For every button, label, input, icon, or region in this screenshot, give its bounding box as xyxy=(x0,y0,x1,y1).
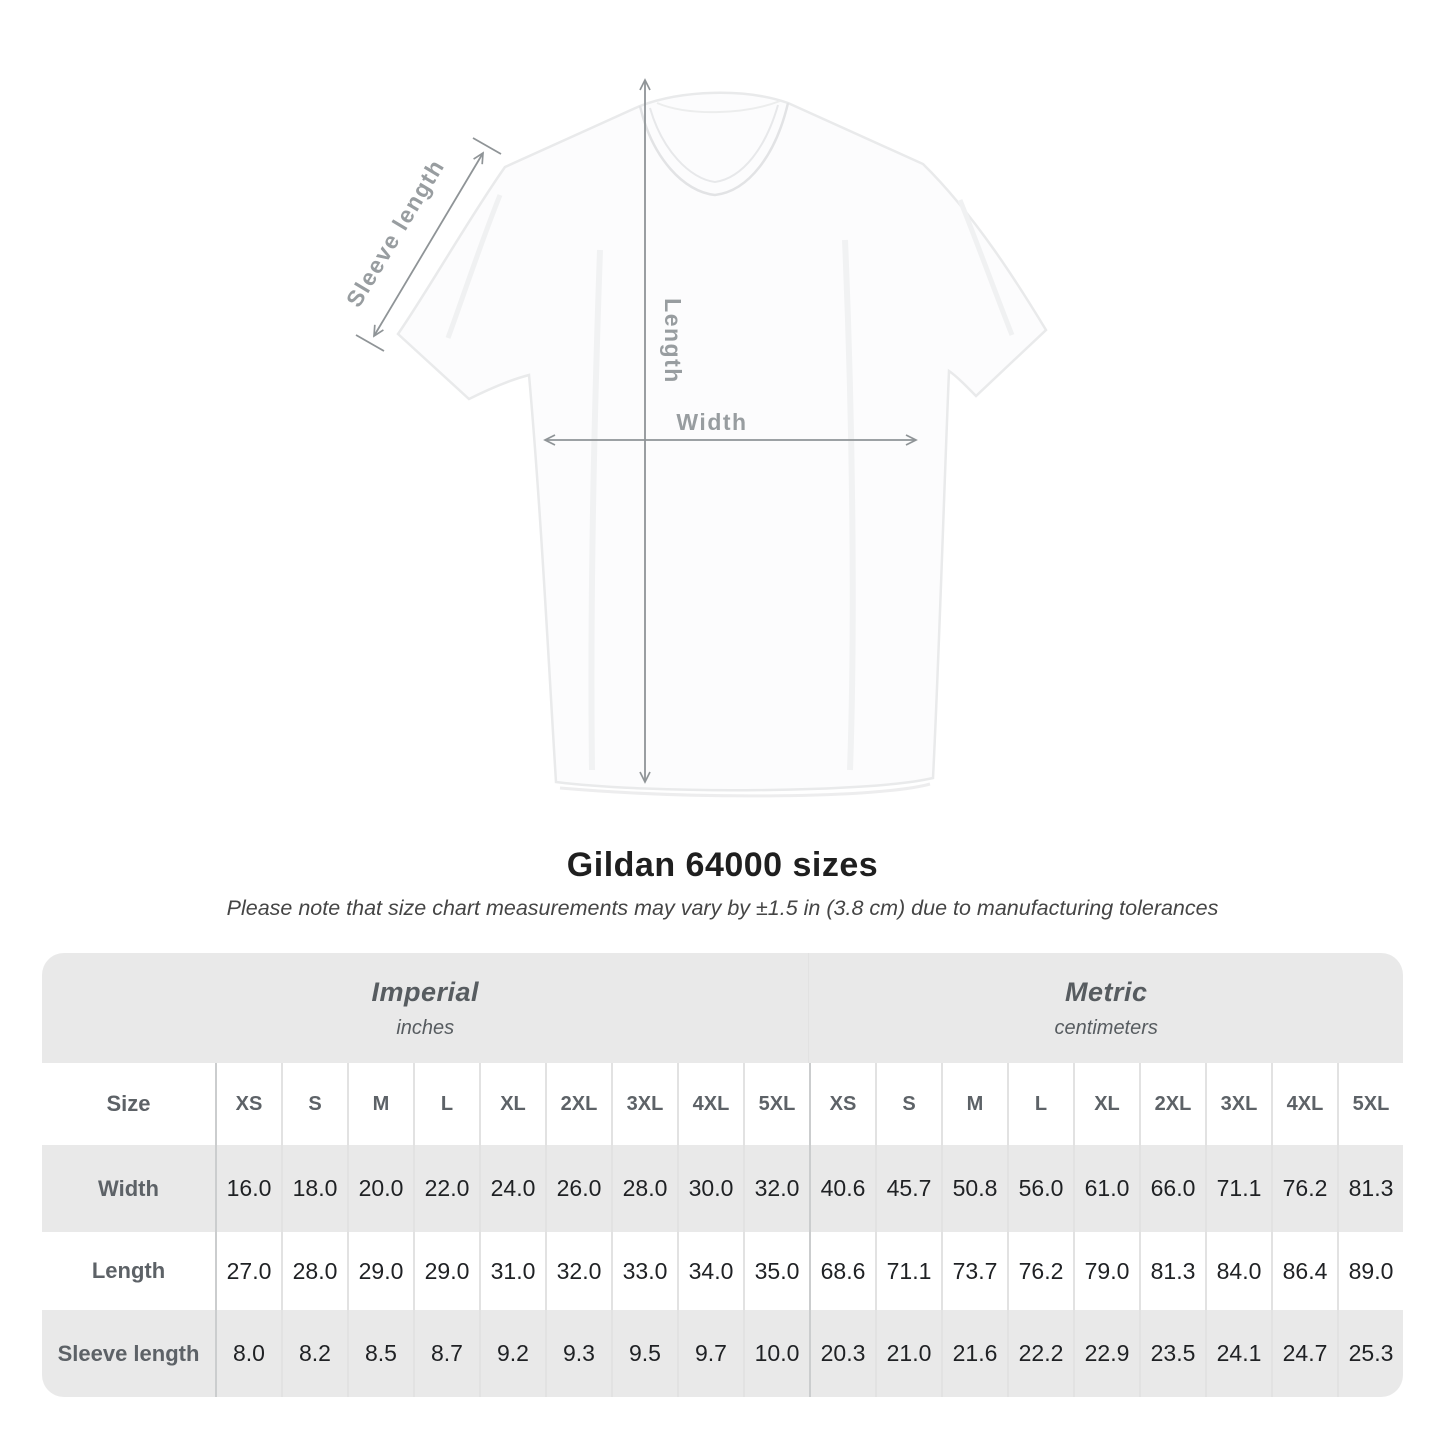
value-cell: 27.0 xyxy=(215,1232,281,1310)
length-label: Length xyxy=(660,298,686,384)
page-title: Gildan 64000 sizes xyxy=(566,846,879,884)
size-header-metric-3xl: 3XL xyxy=(1205,1063,1271,1145)
size-header-imperial-2xl: 2XL xyxy=(545,1063,611,1145)
size-header-metric-m: M xyxy=(941,1063,1007,1145)
row-label-width: Width xyxy=(42,1145,215,1232)
size-chart-table: Imperial inches Metric centimeters Size X… xyxy=(42,953,1403,1397)
value-cell: 56.0 xyxy=(1007,1145,1073,1232)
value-cell: 76.2 xyxy=(1007,1232,1073,1310)
value-cell: 8.7 xyxy=(413,1310,479,1397)
value-cell: 30.0 xyxy=(677,1145,743,1232)
metric-title: Metric xyxy=(1064,976,1148,1007)
value-cell: 71.1 xyxy=(1205,1145,1271,1232)
value-cell: 22.2 xyxy=(1007,1310,1073,1397)
value-cell: 28.0 xyxy=(611,1145,677,1232)
size-header-imperial-xs: XS xyxy=(215,1063,281,1145)
value-cell: 10.0 xyxy=(743,1310,809,1397)
value-cell: 31.0 xyxy=(479,1232,545,1310)
value-cell: 40.6 xyxy=(809,1145,875,1232)
size-header-imperial-5xl: 5XL xyxy=(743,1063,809,1145)
value-cell: 86.4 xyxy=(1271,1232,1337,1310)
value-cell: 68.6 xyxy=(809,1232,875,1310)
value-cell: 21.6 xyxy=(941,1310,1007,1397)
value-cell: 79.0 xyxy=(1073,1232,1139,1310)
value-cell: 71.1 xyxy=(875,1232,941,1310)
value-cell: 81.3 xyxy=(1337,1145,1403,1232)
size-header-metric-2xl: 2XL xyxy=(1139,1063,1205,1145)
sleeve-length-arrow xyxy=(373,151,484,338)
value-cell: 8.2 xyxy=(281,1310,347,1397)
imperial-title: Imperial xyxy=(371,976,479,1007)
size-column-header: Size xyxy=(42,1063,215,1145)
value-cell: 73.7 xyxy=(941,1232,1007,1310)
size-header-metric-l: L xyxy=(1007,1063,1073,1145)
value-cell: 81.3 xyxy=(1139,1232,1205,1310)
size-header-metric-xs: XS xyxy=(809,1063,875,1145)
size-header-metric-xl: XL xyxy=(1073,1063,1139,1145)
sleeve-length-tick-bottom xyxy=(355,334,385,352)
size-header-metric-5xl: 5XL xyxy=(1337,1063,1403,1145)
length-dimension: Length xyxy=(639,78,686,784)
value-cell: 26.0 xyxy=(545,1145,611,1232)
value-cell: 32.0 xyxy=(545,1232,611,1310)
imperial-unit: inches xyxy=(396,1016,455,1039)
value-cell: 24.0 xyxy=(479,1145,545,1232)
value-cell: 84.0 xyxy=(1205,1232,1271,1310)
value-cell: 22.9 xyxy=(1073,1310,1139,1397)
value-cell: 9.2 xyxy=(479,1310,545,1397)
value-cell: 61.0 xyxy=(1073,1145,1139,1232)
size-header-imperial-xl: XL xyxy=(479,1063,545,1145)
metric-section-header: Metric centimeters xyxy=(808,953,1403,1063)
page-subtitle: Please note that size chart measurements… xyxy=(226,896,1219,920)
value-cell: 33.0 xyxy=(611,1232,677,1310)
metric-unit: centimeters xyxy=(1054,1016,1158,1039)
size-header-imperial-m: M xyxy=(347,1063,413,1145)
imperial-section-header: Imperial inches xyxy=(42,953,808,1063)
unit-header-band: Imperial inches Metric centimeters xyxy=(42,953,1403,1063)
value-cell: 29.0 xyxy=(347,1232,413,1310)
size-header-imperial-s: S xyxy=(281,1063,347,1145)
t-shirt-figure: Sleeve length Length Width xyxy=(341,78,1048,798)
value-cell: 25.3 xyxy=(1337,1310,1403,1397)
t-shirt-shape xyxy=(396,91,1048,798)
size-header-metric-4xl: 4XL xyxy=(1271,1063,1337,1145)
value-cell: 28.0 xyxy=(281,1232,347,1310)
size-header-imperial-4xl: 4XL xyxy=(677,1063,743,1145)
width-label: Width xyxy=(676,409,747,435)
value-cell: 32.0 xyxy=(743,1145,809,1232)
value-cell: 9.5 xyxy=(611,1310,677,1397)
value-cell: 20.0 xyxy=(347,1145,413,1232)
size-header-imperial-l: L xyxy=(413,1063,479,1145)
value-cell: 24.7 xyxy=(1271,1310,1337,1397)
value-cell: 9.3 xyxy=(545,1310,611,1397)
value-cell: 34.0 xyxy=(677,1232,743,1310)
value-cell: 29.0 xyxy=(413,1232,479,1310)
value-cell: 21.0 xyxy=(875,1310,941,1397)
value-cell: 18.0 xyxy=(281,1145,347,1232)
width-dimension: Width xyxy=(543,409,918,446)
size-header-metric-s: S xyxy=(875,1063,941,1145)
value-cell: 89.0 xyxy=(1337,1232,1403,1310)
t-shirt-illustration: Sleeve length Length Width xyxy=(341,78,1048,798)
value-cell: 45.7 xyxy=(875,1145,941,1232)
sleeve-length-tick-top xyxy=(472,137,502,155)
row-label-sleeve-length: Sleeve length xyxy=(42,1310,215,1397)
size-chart-grid: Size XS S M L XL 2XL 3XL 4XL 5XL XS S M L XL 2XL 3XL 4XL 5… xyxy=(42,1063,1403,1397)
value-cell: 9.7 xyxy=(677,1310,743,1397)
value-cell: 20.3 xyxy=(809,1310,875,1397)
value-cell: 23.5 xyxy=(1139,1310,1205,1397)
value-cell: 16.0 xyxy=(215,1145,281,1232)
value-cell: 8.5 xyxy=(347,1310,413,1397)
row-label-length: Length xyxy=(42,1232,215,1310)
value-cell: 8.0 xyxy=(215,1310,281,1397)
size-header-imperial-3xl: 3XL xyxy=(611,1063,677,1145)
value-cell: 22.0 xyxy=(413,1145,479,1232)
value-cell: 66.0 xyxy=(1139,1145,1205,1232)
value-cell: 24.1 xyxy=(1205,1310,1271,1397)
value-cell: 76.2 xyxy=(1271,1145,1337,1232)
value-cell: 50.8 xyxy=(941,1145,1007,1232)
value-cell: 35.0 xyxy=(743,1232,809,1310)
